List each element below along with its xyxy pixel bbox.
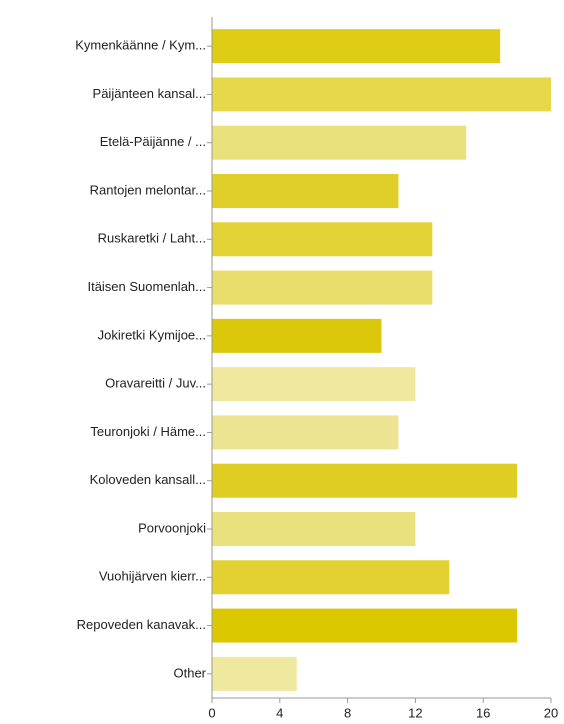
y-tick-label: Ruskaretki / Laht... bbox=[98, 231, 206, 246]
y-tick-label: Kymenkäänne / Kym... bbox=[75, 38, 206, 53]
y-tick-label: Rantojen melontar... bbox=[90, 182, 206, 197]
y-tick-label: Porvoonjoki bbox=[138, 520, 206, 535]
x-tick-label: 8 bbox=[344, 705, 351, 720]
bar bbox=[212, 125, 467, 160]
x-tick-label: 16 bbox=[476, 705, 490, 720]
x-tick-label: 20 bbox=[544, 705, 558, 720]
x-tick-label: 0 bbox=[208, 705, 215, 720]
y-tick-label: Other bbox=[173, 665, 206, 680]
y-tick-label: Repoveden kanavak... bbox=[77, 617, 206, 632]
bar bbox=[212, 463, 518, 498]
bar bbox=[212, 367, 416, 402]
bar bbox=[212, 560, 450, 595]
y-tick-label: Itäisen Suomenlah... bbox=[87, 279, 206, 294]
y-tick-label: Jokiretki Kymijoe... bbox=[98, 327, 206, 342]
x-tick-label: 12 bbox=[408, 705, 422, 720]
bar bbox=[212, 222, 433, 257]
bar bbox=[212, 512, 416, 546]
bar bbox=[212, 608, 518, 643]
y-tick-label: Teuronjoki / Häme... bbox=[90, 424, 206, 439]
y-tick-label: Vuohijärven kierr... bbox=[99, 569, 206, 584]
bar bbox=[212, 174, 399, 208]
bar bbox=[212, 656, 297, 691]
bar bbox=[212, 415, 399, 450]
y-tick-label: Etelä-Päijänne / ... bbox=[100, 134, 206, 149]
bar bbox=[212, 318, 382, 353]
y-tick-label: Koloveden kansall... bbox=[90, 472, 206, 487]
x-tick-label: 4 bbox=[276, 705, 283, 720]
bar bbox=[212, 77, 551, 112]
y-tick-label: Oravareitti / Juv... bbox=[105, 376, 206, 391]
bar bbox=[212, 270, 433, 305]
bar bbox=[212, 29, 501, 64]
y-tick-label: Päijänteen kansal... bbox=[93, 86, 206, 101]
